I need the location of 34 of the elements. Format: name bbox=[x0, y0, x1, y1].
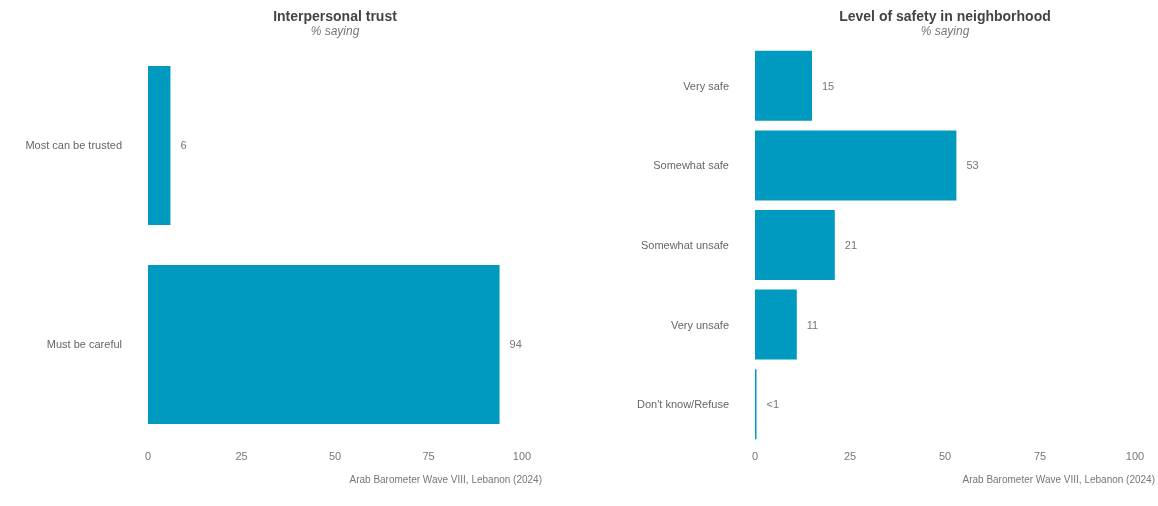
x-tick-label: 75 bbox=[1033, 449, 1047, 462]
x-tick-label: 100 bbox=[1125, 449, 1145, 462]
x-tick-label: 25 bbox=[235, 449, 248, 462]
y-tick-label: Very safe bbox=[683, 79, 729, 92]
y-tick-label: Very unsafe bbox=[670, 318, 729, 331]
bar bbox=[755, 289, 797, 360]
data-label: 11 bbox=[806, 318, 819, 331]
text: Arab Barometer Wave VIII, Lebanon (2024) bbox=[961, 474, 1155, 485]
y-tick-label: Somewhat safe bbox=[653, 159, 729, 172]
x-tick-label: 50 bbox=[328, 449, 342, 462]
x-tick-label: 25 bbox=[843, 449, 857, 462]
bar bbox=[755, 209, 835, 280]
data-label: <1 bbox=[766, 398, 780, 411]
y-tick-label: Somewhat unsafe bbox=[640, 238, 729, 251]
chart-subtitle: % saying bbox=[309, 24, 361, 38]
data-label: 94 bbox=[509, 338, 522, 351]
y-tick-label: Must be careful bbox=[46, 338, 122, 351]
x-tick-label: 0 bbox=[144, 449, 152, 462]
chart-subtitle: % saying bbox=[919, 24, 971, 38]
text: Arab Barometer Wave VIII, Lebanon (2024) bbox=[348, 474, 542, 485]
data-label: 6 bbox=[180, 139, 187, 152]
x-tick-label: 75 bbox=[422, 449, 435, 462]
x-tick-label: 0 bbox=[751, 449, 759, 462]
chart-title: Interpersonal trust bbox=[272, 8, 398, 24]
x-tick-label: 100 bbox=[512, 449, 532, 462]
x-tick-label: 50 bbox=[938, 449, 952, 462]
bar bbox=[755, 130, 957, 201]
data-label: 15 bbox=[822, 79, 835, 92]
data-label: 53 bbox=[966, 159, 979, 172]
chart-title: Level of safety in neighborhood bbox=[838, 8, 1052, 24]
y-tick-label: Don't know/Refuse bbox=[637, 398, 729, 411]
data-label: 21 bbox=[844, 238, 858, 251]
bar bbox=[755, 50, 812, 121]
y-tick-label: Most can be trusted bbox=[25, 139, 122, 152]
